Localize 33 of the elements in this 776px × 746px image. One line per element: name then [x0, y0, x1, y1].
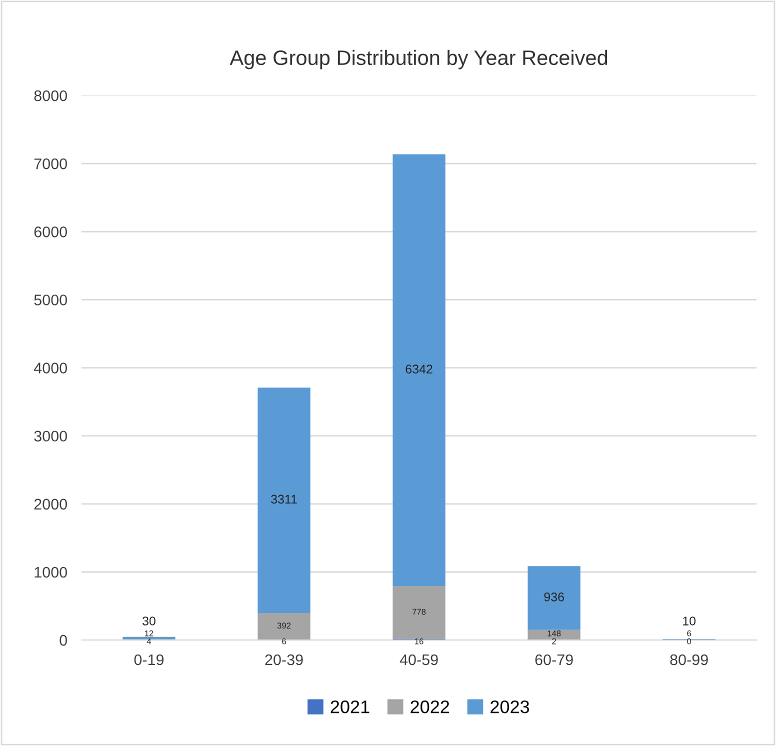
data-label: 12 — [144, 630, 154, 636]
data-label: 10 — [683, 616, 696, 626]
data-label: 16 — [415, 638, 424, 644]
y-tick-label: 8000 — [34, 90, 67, 102]
data-label: 6342 — [406, 364, 432, 374]
data-label: 0 — [687, 638, 692, 644]
data-label: 936 — [544, 592, 564, 602]
data-label: 6 — [282, 638, 286, 644]
y-tick-label: 7000 — [34, 158, 67, 170]
data-label: 392 — [277, 622, 291, 629]
x-tick-label: 20-39 — [265, 654, 303, 666]
x-tick-label: 80-99 — [670, 654, 708, 666]
y-tick-label: 3000 — [34, 430, 67, 442]
y-tick-label: 4000 — [34, 362, 67, 374]
data-label: 6 — [687, 630, 692, 636]
y-tick-label: 0 — [60, 634, 67, 646]
y-tick-label: 6000 — [34, 226, 67, 238]
legend-label: 2021 — [330, 700, 370, 714]
legend-label: 2023 — [490, 700, 530, 714]
data-label: 3311 — [271, 494, 297, 504]
chart-title: Age Group Distribution by Year Received — [230, 50, 608, 70]
data-label: 2 — [552, 638, 556, 644]
legend-label: 2022 — [410, 700, 450, 714]
y-tick-label: 1000 — [34, 566, 67, 578]
y-tick-label: 2000 — [34, 498, 67, 510]
y-tick-label: 5000 — [34, 294, 67, 306]
data-label: 4 — [146, 638, 152, 644]
x-tick-label: 60-79 — [535, 654, 573, 666]
x-tick-label: 0-19 — [134, 654, 164, 666]
x-tick-label: 40-59 — [400, 654, 438, 666]
data-label: 30 — [142, 616, 156, 626]
data-label: 778 — [412, 608, 426, 615]
data-label: 148 — [548, 630, 561, 636]
